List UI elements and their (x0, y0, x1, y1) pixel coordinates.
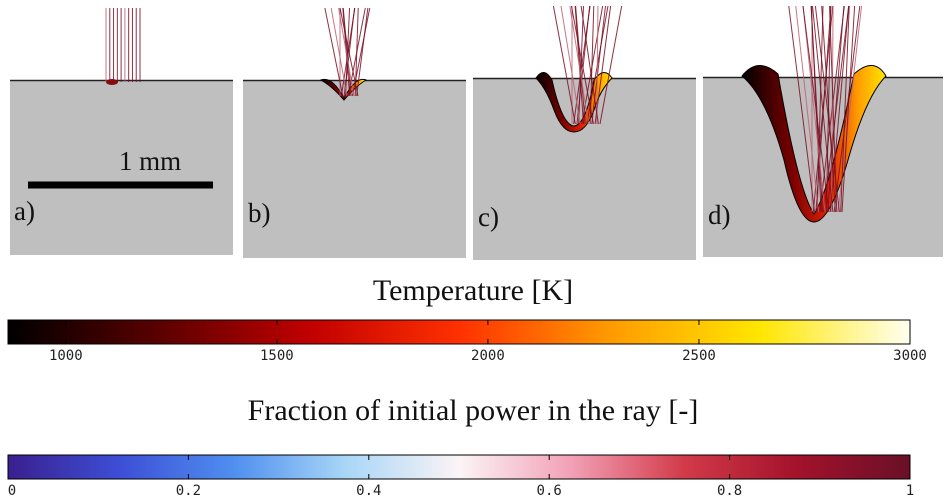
ray (578, 5, 584, 125)
tick-label: 3000 (893, 348, 927, 364)
ray (324, 7, 344, 97)
melt-pool (106, 79, 118, 85)
tick-label: 0.6 (537, 483, 562, 499)
laser-rays (105, 5, 863, 213)
ray (833, 5, 861, 213)
substrate (473, 78, 696, 260)
ray (589, 5, 595, 125)
ray (569, 5, 589, 125)
ray (812, 5, 834, 213)
ray (788, 5, 816, 213)
ray (795, 5, 820, 213)
colorbar-title: Temperature [K] (373, 274, 573, 307)
ray (338, 7, 355, 97)
ray (821, 5, 836, 213)
tick-label: 1500 (260, 348, 294, 364)
ray (816, 5, 824, 213)
panel-label: a) (14, 196, 35, 226)
ray (596, 5, 599, 125)
ray (342, 7, 352, 97)
tick-label: 0.8 (717, 483, 742, 499)
ray (827, 5, 845, 213)
ray (810, 5, 823, 213)
tick-label: 1 (906, 483, 914, 499)
colorbar-title: Fraction of initial power in the ray [-] (248, 394, 699, 427)
tick-label: 0.4 (356, 483, 381, 499)
panel-label: b) (248, 198, 271, 228)
substrate (10, 80, 233, 255)
scale-label: 1 mm (119, 146, 181, 176)
panel-a: 1 mm a) (10, 79, 233, 255)
ray (591, 5, 606, 125)
ray (570, 5, 594, 125)
ray (802, 5, 826, 213)
ray (354, 7, 359, 97)
tick-label: 0 (8, 483, 16, 499)
ray (330, 7, 348, 97)
ray (552, 5, 576, 125)
ray (814, 5, 840, 213)
tick-label: 0.2 (176, 483, 201, 499)
ray (580, 5, 599, 125)
colorbar (7, 319, 911, 345)
ray (339, 7, 359, 97)
ray (594, 5, 612, 125)
panel-label: d) (708, 200, 731, 230)
tick-label: 1000 (49, 348, 83, 364)
substrate (243, 80, 466, 258)
ray (802, 5, 830, 213)
tick-label: 2000 (471, 348, 505, 364)
panel-b: b) (243, 78, 466, 258)
ray (831, 5, 834, 213)
panel-label: c) (478, 202, 499, 232)
ray (575, 5, 586, 125)
ray (841, 5, 856, 213)
tick-label: 2500 (682, 348, 716, 364)
colorbar (7, 454, 911, 480)
ray (356, 7, 369, 97)
ray (560, 5, 581, 125)
ray (599, 5, 623, 125)
ray (840, 5, 850, 213)
